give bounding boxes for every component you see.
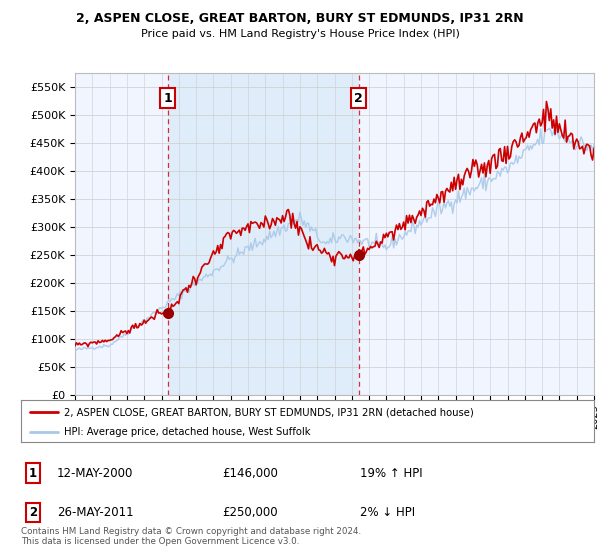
Text: 2% ↓ HPI: 2% ↓ HPI [360, 506, 415, 519]
Text: 1: 1 [164, 91, 172, 105]
Text: £250,000: £250,000 [222, 506, 278, 519]
Bar [168, 73, 359, 395]
Text: HPI: Average price, detached house, West Suffolk: HPI: Average price, detached house, West… [64, 427, 310, 437]
Text: 1: 1 [29, 466, 37, 480]
Text: £146,000: £146,000 [222, 466, 278, 480]
Text: Contains HM Land Registry data © Crown copyright and database right 2024.
This d: Contains HM Land Registry data © Crown c… [21, 526, 361, 546]
Text: 19% ↑ HPI: 19% ↑ HPI [360, 466, 422, 480]
Text: 2: 2 [354, 91, 363, 105]
Text: 2: 2 [29, 506, 37, 519]
Text: 2, ASPEN CLOSE, GREAT BARTON, BURY ST EDMUNDS, IP31 2RN (detached house): 2, ASPEN CLOSE, GREAT BARTON, BURY ST ED… [64, 407, 474, 417]
Text: 2, ASPEN CLOSE, GREAT BARTON, BURY ST EDMUNDS, IP31 2RN: 2, ASPEN CLOSE, GREAT BARTON, BURY ST ED… [76, 12, 524, 25]
Text: Price paid vs. HM Land Registry's House Price Index (HPI): Price paid vs. HM Land Registry's House … [140, 29, 460, 39]
Text: 26-MAY-2011: 26-MAY-2011 [57, 506, 134, 519]
Text: 12-MAY-2000: 12-MAY-2000 [57, 466, 133, 480]
